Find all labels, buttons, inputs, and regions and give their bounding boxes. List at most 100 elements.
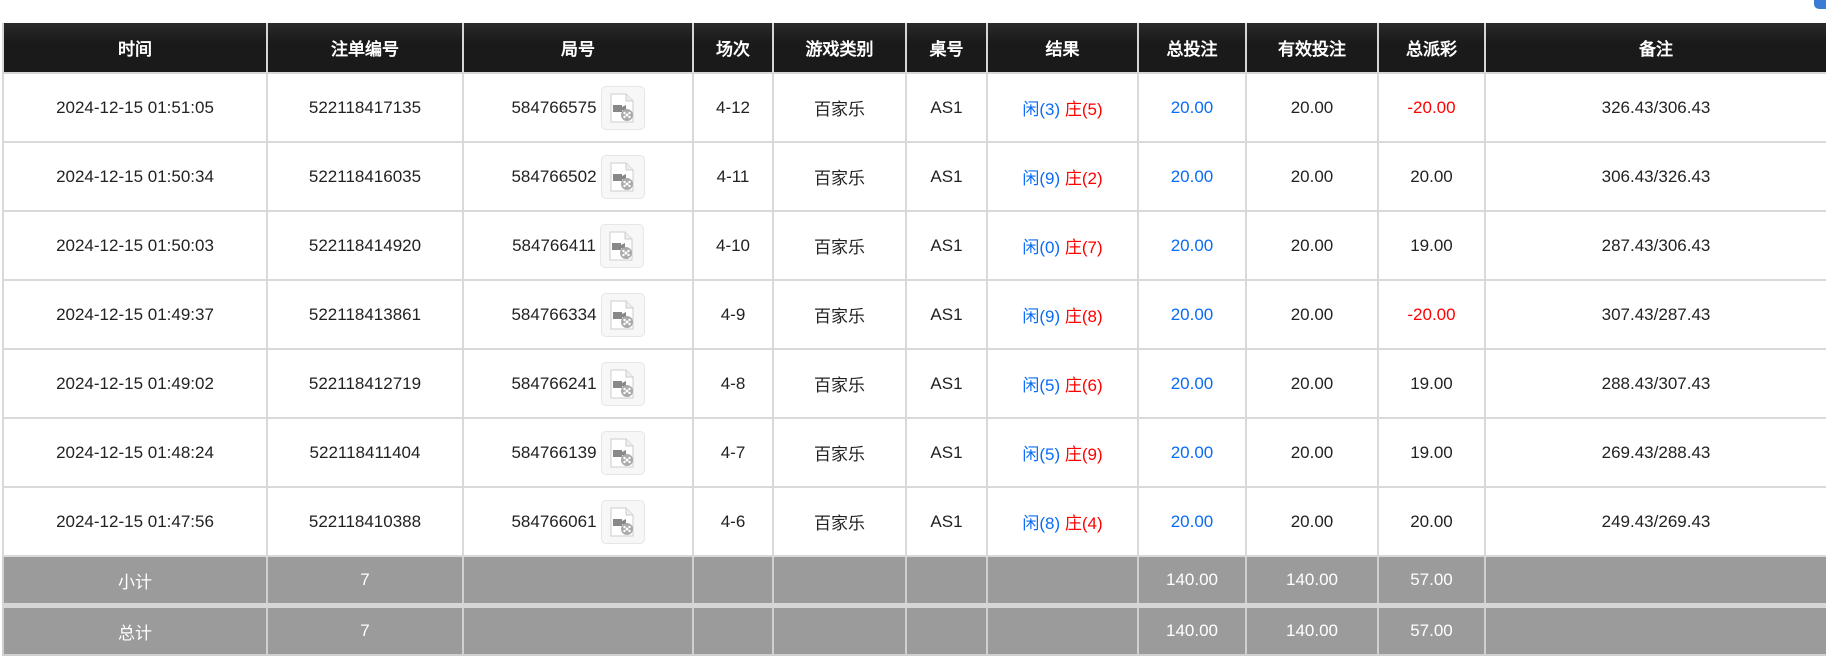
- header-result: 结果: [986, 23, 1139, 74]
- cell-round-no: 584766411: [462, 210, 694, 281]
- empty-cell: [905, 555, 988, 607]
- banker-result: 庄(2): [1064, 169, 1103, 188]
- cell-order-no: 522118417135: [266, 72, 464, 143]
- round-no: 584766334: [511, 304, 597, 324]
- video-replay-icon[interactable]: [600, 292, 645, 337]
- total-label: 总计: [2, 603, 268, 656]
- cell-game-type: 百家乐: [772, 141, 907, 212]
- cell-table-no: AS1: [905, 417, 988, 488]
- cell-valid-bet: 20.00: [1245, 348, 1379, 419]
- cell-valid-bet: 20.00: [1245, 279, 1379, 350]
- cell-result: 闲(9) 庄(8): [986, 279, 1139, 350]
- banker-result: 庄(7): [1064, 238, 1103, 257]
- subtotal-payout: 57.00: [1377, 555, 1486, 607]
- cell-time: 2024-12-15 01:48:24: [2, 417, 268, 488]
- cell-shoe: 4-9: [692, 279, 774, 350]
- cell-time: 2024-12-15 01:50:34: [2, 141, 268, 212]
- cell-result: 闲(5) 庄(6): [986, 348, 1139, 419]
- header-game-type: 游戏类别: [772, 23, 907, 74]
- subtotal-label: 小计: [2, 555, 268, 607]
- cell-time: 2024-12-15 01:47:56: [2, 486, 268, 557]
- empty-cell: [1484, 603, 1826, 656]
- cell-valid-bet: 20.00: [1245, 486, 1379, 557]
- cell-result: 闲(5) 庄(9): [986, 417, 1139, 488]
- cell-shoe: 4-11: [692, 141, 774, 212]
- cell-game-type: 百家乐: [772, 279, 907, 350]
- cell-note: 249.43/269.43: [1484, 486, 1826, 557]
- cell-table-no: AS1: [905, 72, 988, 143]
- cell-round-no: 584766334: [462, 279, 694, 350]
- video-replay-icon[interactable]: [600, 154, 645, 199]
- cell-order-no: 522118416035: [266, 141, 464, 212]
- round-no: 584766502: [511, 166, 597, 186]
- cell-payout: -20.00: [1377, 279, 1486, 350]
- cell-note: 306.43/326.43: [1484, 141, 1826, 212]
- table-row: 2024-12-15 01:47:56 522118410388 5847660…: [2, 486, 1826, 557]
- cell-result: 闲(8) 庄(4): [986, 486, 1139, 557]
- banker-result: 庄(9): [1064, 445, 1103, 464]
- round-no: 584766411: [512, 235, 596, 255]
- cell-game-type: 百家乐: [772, 210, 907, 281]
- player-result: 闲(5): [1022, 376, 1061, 395]
- round-no: 584766061: [511, 511, 597, 531]
- cell-total-bet: 20.00: [1137, 141, 1247, 212]
- cell-payout: 20.00: [1377, 141, 1486, 212]
- cell-note: 287.43/306.43: [1484, 210, 1826, 281]
- cell-time: 2024-12-15 01:51:05: [2, 72, 268, 143]
- header-valid-bet: 有效投注: [1245, 23, 1379, 74]
- banker-result: 庄(8): [1064, 307, 1103, 326]
- header-time: 时间: [2, 23, 268, 74]
- round-no: 584766575: [511, 97, 597, 117]
- cell-table-no: AS1: [905, 210, 988, 281]
- cell-total-bet: 20.00: [1137, 417, 1247, 488]
- cell-note: 269.43/288.43: [1484, 417, 1826, 488]
- cell-round-no: 584766502: [462, 141, 694, 212]
- cell-valid-bet: 20.00: [1245, 417, 1379, 488]
- video-replay-icon[interactable]: [600, 430, 645, 475]
- round-no: 584766241: [511, 373, 597, 393]
- cell-payout: 19.00: [1377, 210, 1486, 281]
- cell-time: 2024-12-15 01:50:03: [2, 210, 268, 281]
- cell-table-no: AS1: [905, 486, 988, 557]
- total-valid: 140.00: [1245, 603, 1379, 656]
- banker-result: 庄(4): [1064, 514, 1103, 533]
- cell-total-bet: 20.00: [1137, 72, 1247, 143]
- cell-order-no: 522118411404: [266, 417, 464, 488]
- header-order-no: 注单编号: [266, 23, 464, 74]
- subtotal-row: 小计 7 140.00 140.00 57.00: [2, 555, 1826, 607]
- player-result: 闲(8): [1022, 514, 1061, 533]
- cell-round-no: 584766575: [462, 72, 694, 143]
- cell-result: 闲(3) 庄(5): [986, 72, 1139, 143]
- player-result: 闲(9): [1022, 169, 1061, 188]
- empty-cell: [986, 603, 1139, 656]
- table-row: 2024-12-15 01:48:24 522118411404 5847661…: [2, 417, 1826, 488]
- cell-shoe: 4-8: [692, 348, 774, 419]
- cell-round-no: 584766241: [462, 348, 694, 419]
- empty-cell: [905, 603, 988, 656]
- cell-table-no: AS1: [905, 279, 988, 350]
- header-total-bet: 总投注: [1137, 23, 1247, 74]
- cell-valid-bet: 20.00: [1245, 210, 1379, 281]
- table-row: 2024-12-15 01:50:03 522118414920 5847664…: [2, 210, 1826, 281]
- cell-total-bet: 20.00: [1137, 348, 1247, 419]
- empty-cell: [772, 603, 907, 656]
- header-note: 备注: [1484, 23, 1826, 74]
- empty-cell: [462, 555, 694, 607]
- video-replay-icon[interactable]: [600, 85, 645, 130]
- player-result: 闲(5): [1022, 445, 1061, 464]
- video-replay-icon[interactable]: [600, 361, 645, 406]
- cell-total-bet: 20.00: [1137, 210, 1247, 281]
- subtotal-count: 7: [266, 555, 464, 607]
- header-table-no: 桌号: [905, 23, 988, 74]
- header-round-no: 局号: [462, 23, 694, 74]
- cell-order-no: 522118410388: [266, 486, 464, 557]
- cell-result: 闲(0) 庄(7): [986, 210, 1139, 281]
- cell-time: 2024-12-15 01:49:02: [2, 348, 268, 419]
- corner-button[interactable]: [1814, 0, 1826, 9]
- player-result: 闲(0): [1022, 238, 1061, 257]
- cell-game-type: 百家乐: [772, 72, 907, 143]
- video-replay-icon[interactable]: [599, 223, 644, 268]
- header-payout: 总派彩: [1377, 23, 1486, 74]
- round-no: 584766139: [511, 442, 597, 462]
- video-replay-icon[interactable]: [600, 499, 645, 544]
